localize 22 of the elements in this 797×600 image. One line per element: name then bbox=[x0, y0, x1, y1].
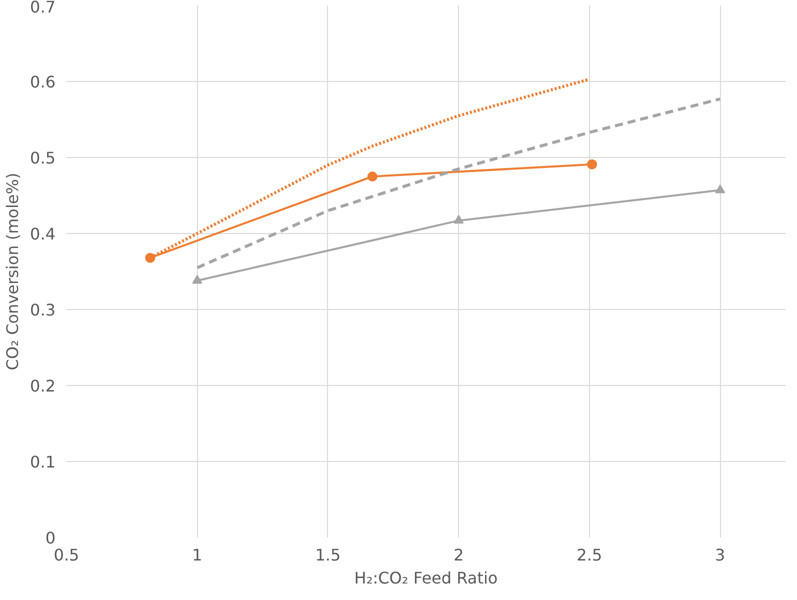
point bbox=[192, 274, 202, 284]
point bbox=[367, 172, 378, 182]
y-tick-label: 0.7 bbox=[30, 0, 56, 16]
x-tick-label: 1.5 bbox=[315, 546, 341, 564]
y-tick-label: 0.3 bbox=[30, 300, 56, 320]
x-tick-label: 1 bbox=[192, 546, 202, 564]
point bbox=[715, 184, 726, 194]
y-tick-label: 0 bbox=[45, 528, 56, 548]
y-tick-label: 0.4 bbox=[30, 224, 56, 244]
x-tick-label: 3 bbox=[715, 546, 726, 564]
y-axis-title: CO₂ Conversion (mole%) bbox=[3, 172, 22, 370]
line-series bbox=[196, 97, 722, 270]
y-tick-label: 0.2 bbox=[30, 376, 56, 396]
point bbox=[454, 214, 464, 224]
x-tick-label: 0.5 bbox=[54, 546, 80, 564]
y-tick-label: 0.6 bbox=[30, 72, 56, 92]
x-tick-label: 2.5 bbox=[576, 546, 602, 564]
x-tick-label: 2 bbox=[454, 546, 464, 564]
y-tick-label: 0.5 bbox=[30, 148, 56, 168]
x-axis-title: H₂:CO₂ Feed Ratio bbox=[354, 568, 498, 588]
y-tick-label: 0.1 bbox=[30, 452, 56, 472]
point bbox=[587, 159, 598, 170]
